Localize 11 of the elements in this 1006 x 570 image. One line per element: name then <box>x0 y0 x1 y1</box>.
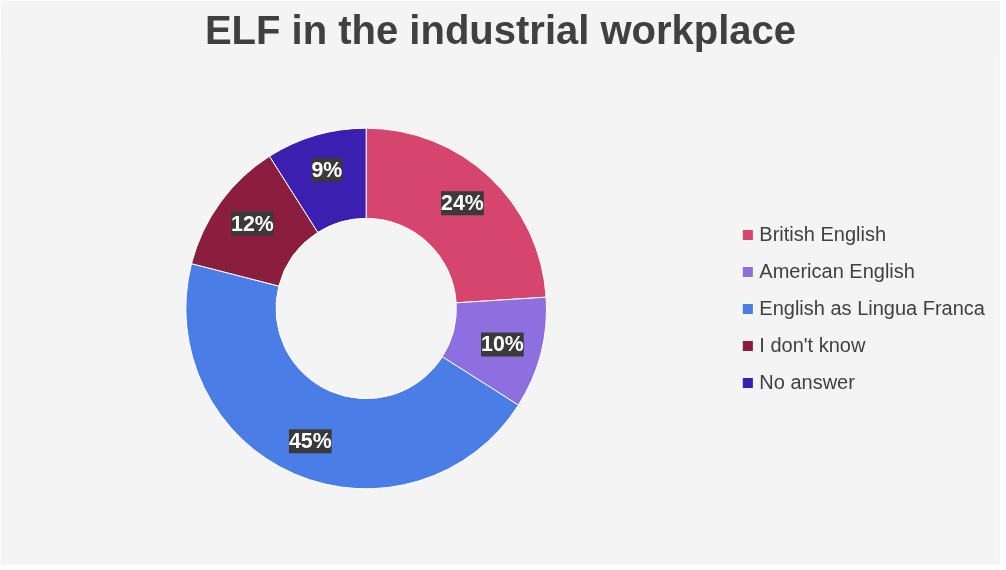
data-label: 10% <box>481 332 524 357</box>
chart-title: ELF in the industrial workplace <box>204 7 797 52</box>
data-label: 45% <box>288 429 332 454</box>
data-label: 12% <box>231 211 274 236</box>
legend-label: English as Lingua Franca <box>759 296 985 320</box>
legend-label: British English <box>759 222 887 246</box>
legend-label: American English <box>759 259 915 283</box>
legend-label: No answer <box>759 370 855 394</box>
legend-label: I don't know <box>759 333 866 357</box>
data-label: 24% <box>441 191 484 216</box>
data-label: 9% <box>311 157 343 182</box>
